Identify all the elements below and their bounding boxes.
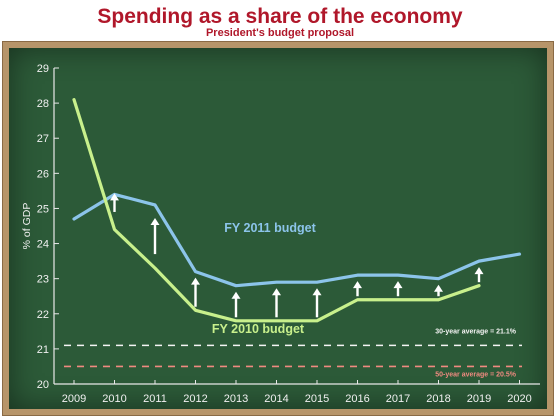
up-arrow-head <box>434 284 443 292</box>
x-tick-label: 2020 <box>507 393 531 405</box>
x-tick-label: 2013 <box>224 393 248 405</box>
reference-line-label: 30-year average = 21.1% <box>435 328 517 335</box>
x-tick-label: 2018 <box>426 393 450 405</box>
y-tick-label: 21 <box>37 344 49 356</box>
reference-line-label: 50-year average = 20.5% <box>435 371 517 378</box>
y-tick-label: 27 <box>37 133 49 145</box>
series-line <box>72 192 522 288</box>
chart-labels: % of GDP FY 2011 budget FY 2010 budget <box>21 203 317 336</box>
x-tick-label: 2016 <box>345 393 369 405</box>
x-tick-label: 2010 <box>102 393 126 405</box>
y-tick-label: 25 <box>37 203 49 215</box>
axes: 20 21 22 23 24 25 26 27 28 29 2009 2010 2011 2012 2013… <box>37 63 540 405</box>
reference-lines: 30-year average = 21.1% 50-year average =… <box>64 328 522 378</box>
x-tick-label: 2011 <box>143 393 167 405</box>
up-arrow-head <box>272 288 281 296</box>
x-tick-label: 2017 <box>386 393 410 405</box>
y-axis-label: % of GDP <box>21 203 33 250</box>
up-arrow-head <box>474 267 484 275</box>
change-arrows <box>110 193 484 318</box>
y-tick-label: 24 <box>37 239 49 251</box>
chalkboard-frame <box>2 41 554 416</box>
series-lines <box>72 97 522 323</box>
x-tick-label: 2012 <box>183 393 207 405</box>
up-arrow-head <box>312 288 322 296</box>
y-tick-label: 28 <box>37 98 49 110</box>
series-label: FY 2011 budget <box>224 221 316 235</box>
up-arrow-head <box>110 193 119 201</box>
up-arrow-head <box>231 291 241 299</box>
up-arrow-head <box>150 217 160 225</box>
x-tick-label: 2019 <box>467 393 491 405</box>
up-arrow-head <box>393 281 403 289</box>
y-tick-label: 26 <box>37 168 49 180</box>
up-arrow-head <box>191 277 200 285</box>
up-arrow-head <box>353 281 362 289</box>
chart-subtitle: President's budget proposal <box>205 27 355 39</box>
y-tick-label: 23 <box>37 274 49 286</box>
chalkboard <box>9 48 547 409</box>
y-tick-label: 20 <box>37 379 49 391</box>
series-label: FY 2010 budget <box>212 322 305 336</box>
y-tick-label: 29 <box>37 63 49 75</box>
x-tick-label: 2014 <box>264 393 288 405</box>
y-tick-label: 22 <box>37 309 49 321</box>
x-tick-label: 2015 <box>305 393 329 405</box>
series-line <box>72 97 481 323</box>
chart-title: Spending as a share of the economy <box>97 5 463 28</box>
x-tick-label: 2009 <box>62 393 86 405</box>
